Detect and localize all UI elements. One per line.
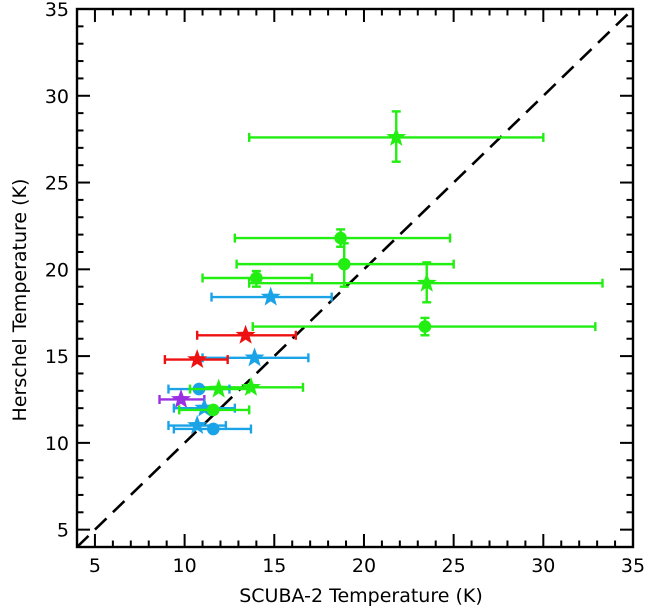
data-point <box>251 316 597 337</box>
axes-layer: 5 10 15 20 25 30 35 5 10 15 20 25 30 35 <box>45 0 645 577</box>
circle-marker <box>250 271 263 285</box>
data-point <box>163 349 229 369</box>
reference-line-layer <box>77 9 633 547</box>
y-tick-label: 20 <box>45 259 69 281</box>
circle-marker <box>207 403 220 417</box>
star-marker <box>386 126 407 146</box>
star-marker <box>244 347 265 367</box>
star-marker <box>235 324 256 344</box>
x-tick-label: 20 <box>352 555 376 577</box>
circle-marker <box>334 231 347 245</box>
x-tick-label: 35 <box>621 555 645 577</box>
data-point <box>172 422 253 436</box>
y-tick-label: 5 <box>57 520 69 542</box>
x-tick-label: 25 <box>442 555 466 577</box>
y-tick-label: 15 <box>45 346 69 368</box>
star-marker <box>187 349 208 369</box>
circle-marker <box>418 320 432 333</box>
star-marker <box>171 388 192 408</box>
x-tick-label: 30 <box>531 555 555 577</box>
y-tick-label: 25 <box>45 173 69 195</box>
star-marker <box>187 415 208 435</box>
y-tick-label: 10 <box>45 433 69 455</box>
data-point <box>201 347 310 367</box>
x-axis-label: SCUBA-2 Temperature (K) <box>239 585 483 607</box>
y-tick-label: 35 <box>45 0 69 21</box>
data-point <box>247 110 545 163</box>
x-tick-label: 15 <box>262 555 286 577</box>
y-tick-label: 30 <box>45 86 69 108</box>
data-point <box>235 242 455 288</box>
x-tick-label: 10 <box>173 555 197 577</box>
star-marker <box>260 286 281 306</box>
data-point <box>188 378 251 398</box>
x-tick-label: 5 <box>89 555 101 577</box>
star-marker <box>416 272 437 292</box>
data-point <box>210 286 333 306</box>
data-point <box>172 397 237 417</box>
star-marker <box>194 397 215 417</box>
circle-marker <box>207 422 220 436</box>
y-axis-label: Herschel Temperature (K) <box>9 179 31 422</box>
circle-marker <box>337 257 351 271</box>
reference-line <box>77 9 633 547</box>
data-point <box>178 403 251 417</box>
data-point <box>247 261 604 304</box>
data-points-layer <box>158 110 604 436</box>
data-point <box>195 324 298 344</box>
star-marker <box>208 378 229 398</box>
star-marker <box>240 376 261 396</box>
plot-frame <box>75 7 635 549</box>
